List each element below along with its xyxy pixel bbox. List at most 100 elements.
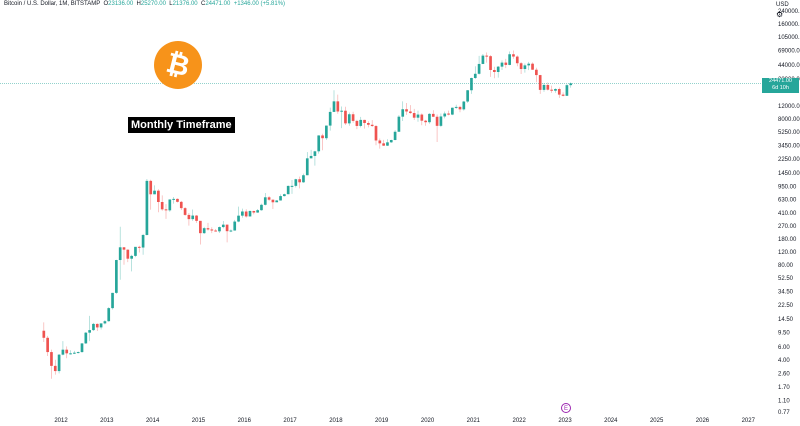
candle-2021-01 (473, 66, 477, 79)
candle-body (523, 65, 527, 70)
candle-body (99, 323, 103, 328)
price-tick-label: 120.00 (778, 250, 797, 256)
candle-body (92, 323, 95, 331)
candle-body (69, 353, 72, 355)
candle-2022-10 (554, 88, 557, 93)
candle-body (191, 215, 195, 220)
price-tick-label: 105000.00 (778, 35, 800, 41)
candle-body (451, 107, 454, 115)
time-tick-label: 2015 (192, 418, 206, 424)
candle-body (95, 323, 99, 328)
candle-body (126, 249, 130, 259)
candle-2021-11 (512, 50, 515, 59)
candle-2019-05 (397, 115, 401, 132)
candle-2022-11 (557, 87, 561, 98)
candle-body (241, 211, 244, 216)
candle-2020-05 (443, 111, 447, 119)
candle-2020-06 (447, 110, 450, 116)
candle-body (134, 246, 137, 256)
candle-body (378, 140, 382, 144)
settings-icon[interactable]: ⚙ (776, 10, 784, 19)
time-tick-label: 2012 (54, 418, 68, 424)
candle-body (332, 101, 336, 112)
candle-body (496, 66, 500, 72)
candle-body (420, 114, 424, 121)
candle-body (512, 54, 515, 57)
candle-body (88, 330, 91, 333)
candle-body (176, 198, 179, 202)
candle-body (286, 185, 290, 195)
candle-2011-11 (53, 359, 57, 375)
candle-2012-10 (95, 323, 99, 332)
candle-body (386, 142, 389, 146)
candle-body (401, 109, 405, 117)
candle-2019-07 (405, 102, 408, 115)
candle-body (179, 201, 183, 209)
time-tick-label: 2013 (100, 418, 114, 424)
candle-body (367, 123, 370, 125)
candle-2014-04 (164, 204, 168, 219)
candle-body (248, 210, 252, 217)
time-tick-label: 2023 (558, 418, 572, 424)
candle-body (164, 209, 168, 211)
event-marker[interactable]: E (561, 403, 571, 413)
candle-body (531, 63, 534, 70)
candle-2013-12 (149, 179, 153, 210)
candle-2021-05 (489, 55, 492, 77)
candle-2017-06 (309, 149, 313, 159)
time-tick-label: 2018 (329, 418, 343, 424)
candle-body (195, 215, 198, 221)
candle-2022-04 (531, 62, 534, 70)
candle-body (473, 73, 477, 79)
candle-2020-04 (439, 113, 443, 128)
candle-body (57, 354, 61, 372)
price-tick-label: 1.10 (778, 399, 790, 405)
candle-body (53, 365, 57, 372)
candle-2015-10 (233, 219, 237, 231)
candle-body (73, 352, 76, 354)
candle-2014-09 (183, 207, 187, 216)
candle-2012-02 (65, 346, 69, 359)
candle-2021-10 (508, 51, 511, 66)
candle-body (298, 179, 301, 183)
candle-body (260, 204, 263, 211)
candle-2016-07 (267, 196, 271, 201)
candle-body (405, 109, 408, 112)
candle-body (42, 330, 46, 338)
candle-2013-07 (130, 254, 133, 272)
candle-2022-05 (535, 67, 538, 83)
candle-2019-11 (420, 113, 424, 126)
candle-2014-10 (187, 213, 191, 226)
candle-2016-04 (256, 208, 259, 213)
candle-2012-09 (92, 322, 95, 332)
candle-2012-08 (88, 315, 91, 342)
price-axis[interactable]: 240000.00 160000.00 105000.00 69000.00 44000… (778, 9, 800, 416)
candle-2016-06 (263, 193, 267, 206)
price-tick-label: 0.77 (778, 410, 790, 416)
candle-2015-12 (241, 208, 244, 218)
candle-2016-10 (279, 194, 282, 201)
price-tick-label: 52.50 (778, 276, 794, 282)
candle-body (325, 125, 328, 139)
time-axis[interactable]: 2012 2013 2014 2015 2016 2017 2018 2019 2020 2021… (54, 418, 755, 424)
candle-2015-08 (225, 224, 229, 243)
candle-body (50, 352, 53, 366)
candle-body (569, 83, 573, 86)
candle-2017-05 (305, 152, 309, 176)
time-tick-label: 2020 (421, 418, 435, 424)
price-tick-label: 180.00 (778, 237, 797, 243)
candle-2019-06 (401, 101, 405, 121)
candle-body (233, 221, 237, 231)
low-value: 21376.00 (172, 1, 198, 7)
low-label: L (169, 1, 173, 7)
price-tick-label: 240000.00 (778, 9, 800, 15)
candle-2013-01 (107, 307, 111, 322)
candle-body (489, 56, 492, 70)
candle-body (160, 202, 164, 210)
candle-2014-01 (153, 185, 156, 195)
candle-2013-09 (137, 245, 141, 253)
price-tick-label: 160000.00 (778, 22, 800, 28)
candle-body (374, 126, 378, 141)
price-tick-label: 4.00 (778, 358, 790, 364)
